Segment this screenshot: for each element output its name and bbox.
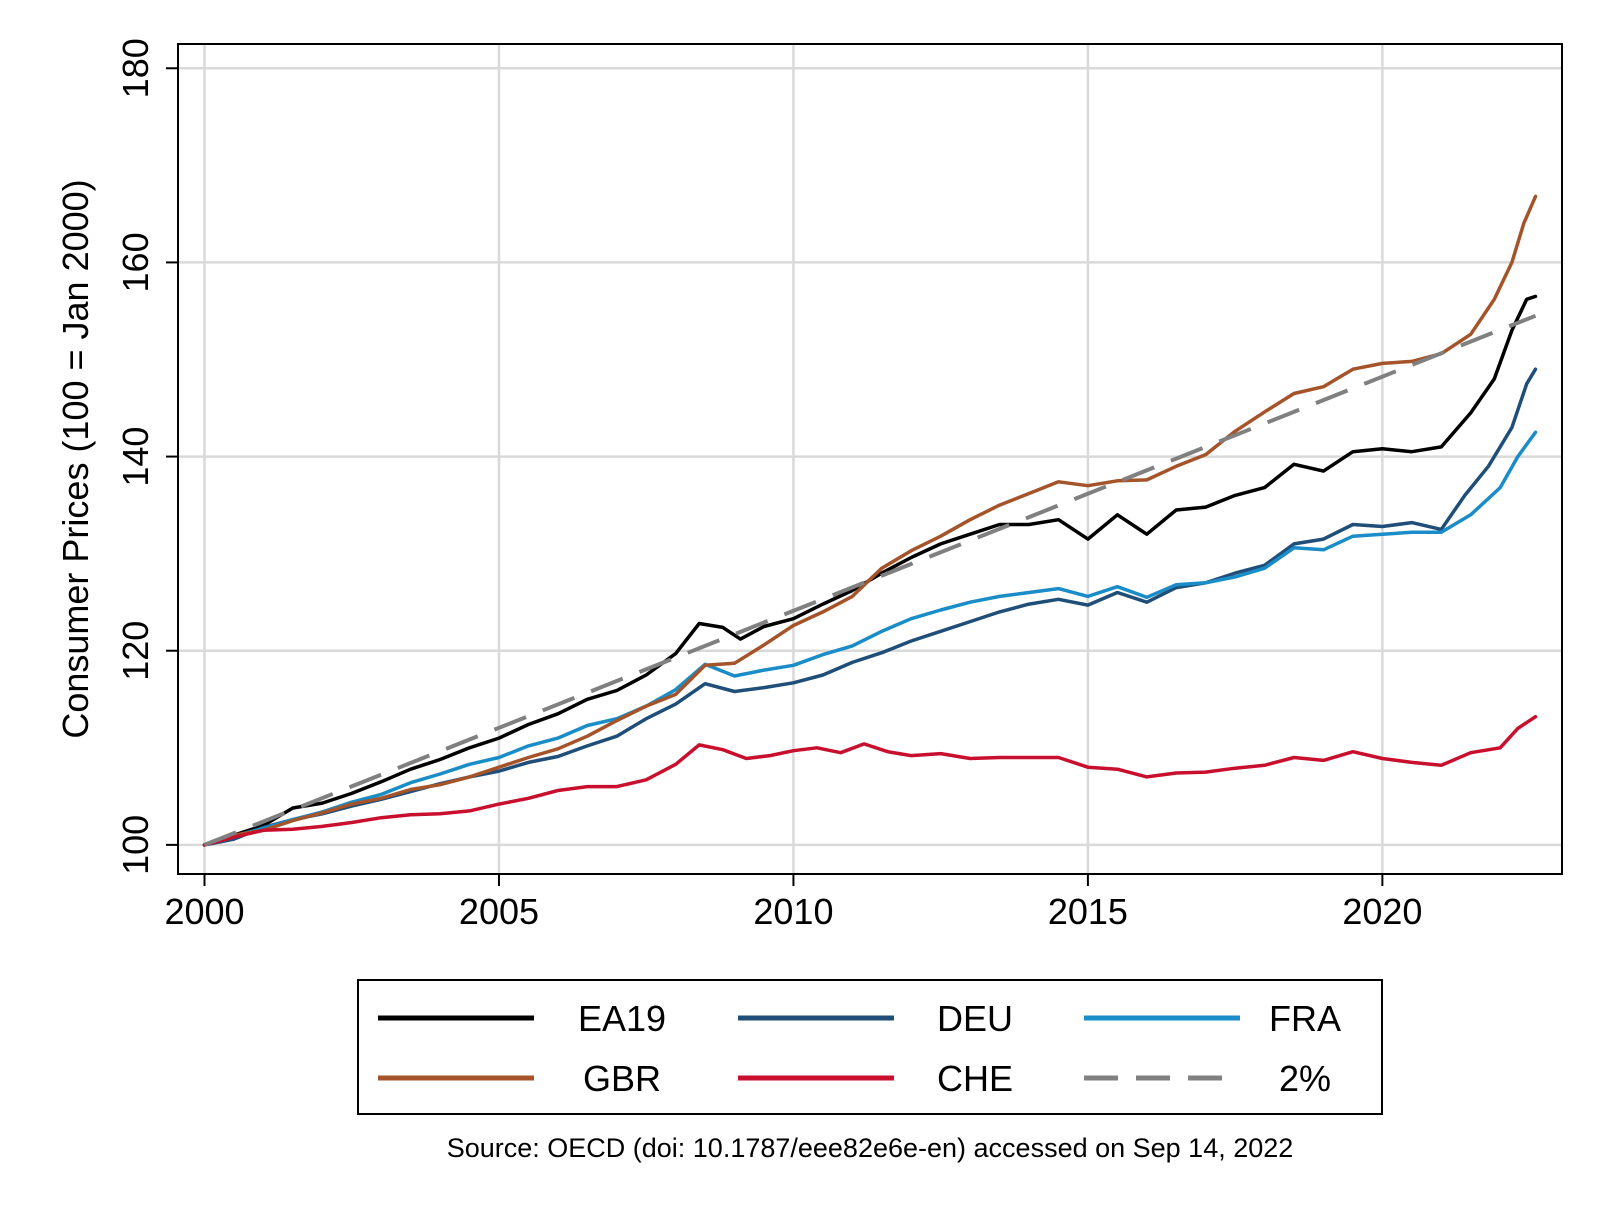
legend-label: EA19 — [578, 998, 666, 1039]
series-line-ea19 — [202, 294, 1538, 847]
y-tick-label: 100 — [115, 815, 156, 875]
series-line-gbr — [202, 194, 1538, 847]
gridlines — [178, 44, 1562, 874]
legend: EA19 DEU FRA GBR CHE 2% — [357, 979, 1383, 1115]
legend-box — [357, 979, 1383, 1115]
y-tick-label: 160 — [115, 232, 156, 292]
series-line-fra — [202, 430, 1538, 847]
x-tick-label: 2005 — [459, 891, 539, 932]
series-lines — [202, 194, 1538, 847]
y-tick-label: 140 — [115, 427, 156, 487]
series-line-che — [202, 714, 1538, 847]
y-tick-label: 120 — [115, 621, 156, 681]
source-note: Source: OECD (doi: 10.1787/eee82e6e-en) … — [447, 1133, 1294, 1163]
y-axis-label: Consumer Prices (100 = Jan 2000) — [55, 179, 96, 738]
x-tick-label: 2015 — [1048, 891, 1128, 932]
legend-label: DEU — [937, 998, 1013, 1039]
legend-label: GBR — [583, 1058, 661, 1099]
x-tick-label: 2000 — [164, 891, 244, 932]
legend-label: 2% — [1279, 1058, 1331, 1099]
x-tick-label: 2010 — [753, 891, 833, 932]
x-tick-label: 2020 — [1342, 891, 1422, 932]
axes: 2000 2005 2010 2015 2020 100 120 140 160 180 — [115, 38, 1422, 932]
y-tick-label: 180 — [115, 38, 156, 98]
legend-label: CHE — [937, 1058, 1013, 1099]
series-line-2 — [203, 313, 1537, 847]
plot-frame — [177, 43, 1563, 875]
legend-label: FRA — [1269, 998, 1341, 1039]
